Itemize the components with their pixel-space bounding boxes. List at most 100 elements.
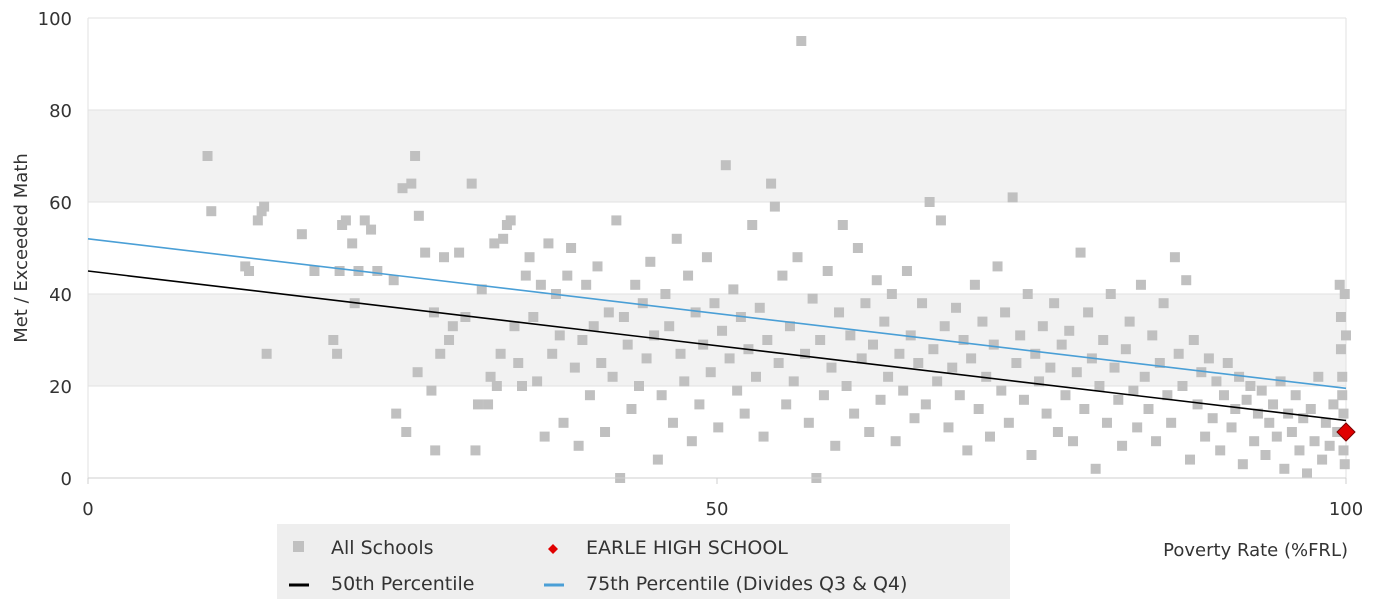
data-point	[466, 178, 477, 189]
data-point	[1337, 371, 1348, 382]
data-point	[1060, 390, 1071, 401]
data-point	[1064, 325, 1075, 336]
data-point	[739, 408, 750, 419]
data-point	[758, 431, 769, 442]
data-point	[969, 279, 980, 290]
data-point	[1007, 192, 1018, 203]
data-point	[1101, 417, 1112, 428]
data-point	[359, 215, 370, 226]
data-point	[875, 394, 886, 405]
data-point	[1075, 247, 1086, 258]
data-point	[391, 408, 402, 419]
data-point	[366, 224, 377, 235]
data-point	[988, 339, 999, 350]
data-point	[1026, 450, 1037, 460]
data-point	[939, 321, 950, 332]
data-point	[1030, 348, 1041, 359]
legend-p50-label: 50th Percentile	[331, 573, 474, 595]
data-point	[867, 339, 878, 350]
data-point	[762, 335, 773, 345]
y-axis-label: Met / Exceeded Math	[11, 153, 32, 343]
data-point	[1335, 344, 1346, 355]
data-point	[435, 348, 446, 359]
data-point	[652, 454, 663, 465]
data-point	[569, 362, 580, 373]
data-point	[898, 385, 909, 396]
data-point	[860, 298, 871, 309]
data-point	[807, 293, 818, 304]
data-point	[1120, 344, 1131, 355]
data-point	[470, 445, 481, 456]
x-tick-label: 0	[82, 499, 93, 520]
data-point	[1207, 413, 1218, 424]
highlight-point	[1336, 422, 1356, 442]
data-point	[951, 302, 962, 313]
data-point	[600, 427, 611, 437]
data-point	[992, 261, 1003, 272]
data-point	[1334, 279, 1345, 290]
data-point	[1098, 335, 1109, 345]
data-point	[1264, 417, 1275, 428]
data-point	[1338, 408, 1349, 419]
data-point	[720, 160, 731, 171]
data-point	[1338, 445, 1349, 456]
data-point	[996, 385, 1007, 396]
data-point	[1215, 445, 1226, 456]
y-tick-label: 100	[38, 9, 72, 30]
data-point	[1234, 371, 1245, 382]
legend-background	[277, 524, 1010, 599]
data-point	[671, 233, 682, 244]
data-point	[849, 408, 860, 419]
data-point	[943, 422, 954, 433]
legend-all-schools-label: All Schools	[331, 537, 434, 559]
chart-band	[88, 110, 1346, 202]
data-point	[1139, 371, 1150, 382]
data-point	[1249, 436, 1260, 447]
data-point	[618, 312, 629, 322]
data-point	[328, 335, 339, 345]
data-point	[588, 321, 599, 332]
data-point	[543, 238, 554, 249]
data-point	[815, 335, 826, 345]
data-point	[728, 284, 739, 295]
data-point	[1003, 417, 1014, 428]
data-point	[1226, 422, 1237, 433]
data-point	[641, 353, 652, 364]
chart-bands	[87, 17, 1347, 479]
data-point	[372, 266, 383, 276]
data-point	[928, 344, 939, 355]
data-point	[1290, 390, 1301, 401]
data-point	[920, 399, 931, 410]
data-point	[388, 275, 399, 286]
y-tick-label: 40	[49, 285, 72, 306]
data-point	[1305, 404, 1316, 414]
data-point	[1230, 404, 1241, 414]
data-point	[1298, 413, 1309, 424]
data-point	[750, 371, 761, 382]
data-point	[701, 252, 712, 263]
data-point	[1128, 385, 1139, 396]
data-point	[713, 422, 724, 433]
data-point	[841, 381, 852, 391]
data-point	[1113, 394, 1124, 405]
data-point	[909, 413, 920, 424]
data-point	[1200, 431, 1211, 442]
data-point	[592, 261, 603, 272]
data-point	[981, 371, 992, 382]
y-tick-label: 60	[49, 193, 72, 214]
data-point	[634, 381, 645, 391]
data-point	[1211, 376, 1222, 387]
data-point	[766, 178, 777, 189]
data-point	[1117, 440, 1128, 451]
data-point	[947, 362, 958, 373]
data-point	[581, 279, 592, 290]
data-point	[1203, 353, 1214, 364]
data-point	[890, 436, 901, 447]
chart-band	[88, 18, 1346, 110]
data-point	[1339, 289, 1350, 299]
data-point	[491, 381, 502, 391]
data-point	[340, 215, 351, 226]
data-point	[894, 348, 905, 359]
data-point	[1328, 399, 1339, 410]
data-point	[1158, 298, 1169, 309]
